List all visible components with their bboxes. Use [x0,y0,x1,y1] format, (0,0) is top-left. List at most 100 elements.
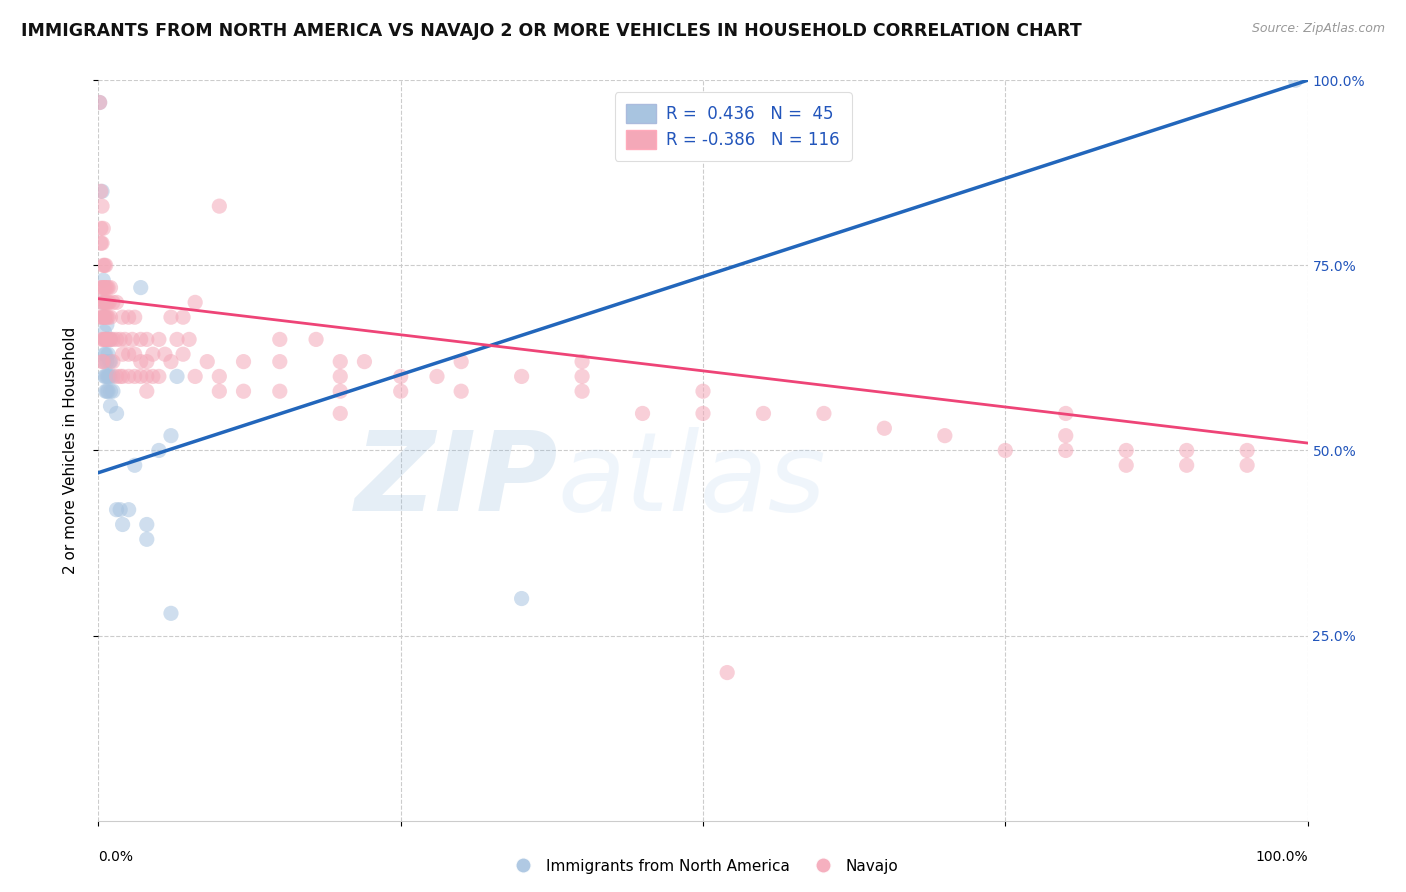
Point [148,369,170,384]
Point [96,280,118,294]
Point [94,332,117,346]
Point [184,295,207,310]
Point [93,347,115,361]
Point [91,199,114,213]
Point [160,310,183,325]
Point [94,369,117,384]
Point [100,280,122,294]
Point [121,332,143,346]
Point [96,354,118,368]
Point [91,280,114,294]
Point [98,354,121,368]
Point [1054,428,1077,442]
Point [96,332,118,346]
Point [101,295,124,310]
Point [91,295,114,310]
Point [571,369,593,384]
Point [108,369,131,384]
Point [89,95,111,110]
Legend: Immigrants from North America, Navajo: Immigrants from North America, Navajo [501,853,905,880]
Point [934,428,956,442]
Point [91,221,114,235]
Point [994,443,1017,458]
Point [329,407,352,421]
Point [105,295,128,310]
Point [100,310,122,325]
Point [129,369,152,384]
Point [94,295,117,310]
Point [91,310,114,325]
Point [208,369,231,384]
Point [389,369,412,384]
Point [96,295,118,310]
Point [450,384,472,399]
Point [101,354,124,368]
Point [93,310,115,325]
Point [94,384,117,399]
Point [129,280,152,294]
Point [1115,458,1137,473]
Point [93,295,115,310]
Point [97,369,120,384]
Point [172,310,194,325]
Point [232,384,254,399]
Point [172,347,194,361]
Point [90,295,112,310]
Point [631,407,654,421]
Point [91,236,114,251]
Point [90,236,112,251]
Point [94,259,117,273]
Point [91,310,114,325]
Point [90,310,112,325]
Point [269,384,291,399]
Point [98,332,121,346]
Point [305,332,328,346]
Point [91,273,114,287]
Point [91,354,114,368]
Point [91,332,114,346]
Point [97,347,120,361]
Point [124,310,146,325]
Point [135,369,157,384]
Point [269,332,291,346]
Point [179,332,201,346]
Point [100,332,122,346]
Text: ZIP: ZIP [354,426,558,533]
Point [450,354,472,368]
Point [148,443,170,458]
Point [510,591,533,606]
Point [1236,458,1258,473]
Point [124,347,146,361]
Point [160,428,183,442]
Point [129,332,152,346]
Point [98,295,121,310]
Point [96,384,118,399]
Point [97,280,120,294]
Point [94,310,117,325]
Y-axis label: 2 or more Vehicles in Household: 2 or more Vehicles in Household [63,326,77,574]
Point [101,332,124,346]
Point [135,354,157,368]
Point [166,369,188,384]
Point [510,369,533,384]
Point [118,369,141,384]
Point [96,310,118,325]
Text: Source: ZipAtlas.com: Source: ZipAtlas.com [1251,22,1385,36]
Point [97,384,120,399]
Point [166,332,188,346]
Point [91,354,114,368]
Point [97,310,120,325]
Point [118,310,141,325]
Point [93,332,115,346]
Point [1054,407,1077,421]
Point [329,369,352,384]
Point [111,347,134,361]
Point [94,280,117,294]
Point [91,184,114,198]
Point [93,259,115,273]
Point [135,332,157,346]
Point [93,310,115,325]
Point [160,354,183,368]
Point [184,369,207,384]
Point [118,502,141,516]
